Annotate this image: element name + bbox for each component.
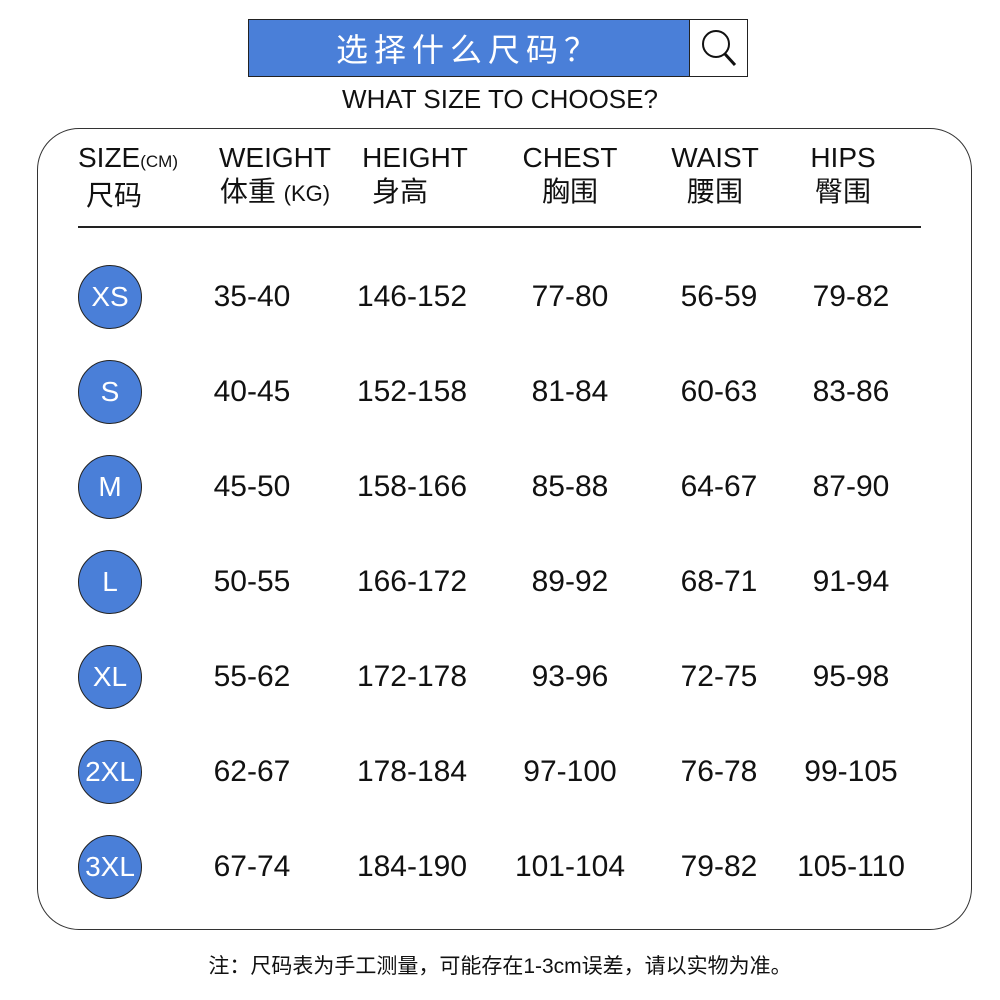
cell-height: 178-184	[356, 755, 468, 788]
title-banner: 选择什么尺码？	[248, 19, 690, 77]
cell-waist: 68-71	[680, 565, 758, 598]
header-hips: HIPS 臀围	[788, 141, 898, 209]
cell-chest: 77-80	[531, 280, 609, 313]
cell-chest: 81-84	[531, 375, 609, 408]
size-badge: XS	[78, 265, 142, 329]
size-badge: M	[78, 455, 142, 519]
cell-height: 152-158	[356, 375, 468, 408]
header-size: SIZE(CM) 尺码	[78, 141, 178, 213]
table-row: 3XL 67-74 184-190 101-104 79-82 105-110	[0, 832, 1000, 902]
size-badge: 3XL	[78, 835, 142, 899]
cell-height: 146-152	[356, 280, 468, 313]
header-weight-unit: (KG)	[283, 181, 331, 206]
header-size-cn: 尺码	[86, 180, 143, 211]
cell-weight: 45-50	[213, 470, 291, 503]
header-height-en: HEIGHT	[362, 142, 468, 173]
header-chest-cn: 胸围	[541, 176, 598, 207]
cell-waist: 72-75	[680, 660, 758, 693]
cell-chest: 101-104	[514, 850, 626, 883]
table-row: XL 55-62 172-178 93-96 72-75 95-98	[0, 642, 1000, 712]
cell-weight: 67-74	[213, 850, 291, 883]
cell-chest: 93-96	[531, 660, 609, 693]
cell-waist: 64-67	[680, 470, 758, 503]
cell-weight: 50-55	[213, 565, 291, 598]
table-row: L 50-55 166-172 89-92 68-71 91-94	[0, 547, 1000, 617]
cell-waist: 76-78	[680, 755, 758, 788]
cell-weight: 35-40	[213, 280, 291, 313]
cell-hips: 99-105	[804, 755, 898, 788]
cell-height: 184-190	[356, 850, 468, 883]
size-badge: S	[78, 360, 142, 424]
size-badge: XL	[78, 645, 142, 709]
header-chest: CHEST 胸围	[510, 141, 630, 209]
table-row: 2XL 62-67 178-184 97-100 76-78 99-105	[0, 737, 1000, 807]
footnote: 注：尺码表为手工测量，可能存在1-3cm误差，请以实物为准。	[208, 955, 792, 978]
cell-chest: 89-92	[531, 565, 609, 598]
header-size-en: SIZE	[78, 142, 141, 173]
header-weight-en: WEIGHT	[219, 142, 331, 173]
table-row: S 40-45 152-158 81-84 60-63 83-86	[0, 357, 1000, 427]
cell-weight: 62-67	[213, 755, 291, 788]
cell-hips: 105-110	[797, 850, 905, 883]
search-icon	[689, 19, 748, 77]
cell-height: 158-166	[356, 470, 468, 503]
header-waist-en: WAIST	[671, 142, 759, 173]
size-badge: L	[78, 550, 142, 614]
header-waist-cn: 腰围	[686, 176, 743, 207]
cell-hips: 83-86	[812, 375, 890, 408]
cell-hips: 91-94	[812, 565, 890, 598]
cell-weight: 55-62	[213, 660, 291, 693]
table-row: M 45-50 158-166 85-88 64-67 87-90	[0, 452, 1000, 522]
cell-waist: 56-59	[680, 280, 758, 313]
cell-height: 166-172	[356, 565, 468, 598]
cell-height: 172-178	[356, 660, 468, 693]
cell-weight: 40-45	[213, 375, 291, 408]
cell-waist: 79-82	[680, 850, 758, 883]
header-hips-en: HIPS	[810, 142, 876, 173]
cell-hips: 87-90	[812, 470, 890, 503]
cell-hips: 95-98	[812, 660, 890, 693]
header-height: HEIGHT 身高	[355, 141, 475, 209]
cell-waist: 60-63	[680, 375, 758, 408]
header-weight: WEIGHT 体重 (KG)	[205, 141, 345, 211]
header-weight-cn: 体重	[219, 176, 276, 207]
cell-chest: 97-100	[523, 755, 617, 788]
cell-hips: 79-82	[812, 280, 890, 313]
table-row: XS 35-40 146-152 77-80 56-59 79-82	[0, 262, 1000, 332]
header-waist: WAIST 腰围	[655, 141, 775, 209]
header-height-cn: 身高	[371, 176, 428, 207]
cell-chest: 85-88	[531, 470, 609, 503]
size-table-card	[37, 128, 972, 930]
header-divider	[78, 226, 921, 228]
subtitle: WHAT SIZE TO CHOOSE?	[342, 84, 658, 114]
header-hips-cn: 臀围	[814, 176, 871, 207]
header-size-unit: (CM)	[140, 152, 178, 171]
size-badge: 2XL	[78, 740, 142, 804]
header-chest-en: CHEST	[522, 142, 618, 173]
